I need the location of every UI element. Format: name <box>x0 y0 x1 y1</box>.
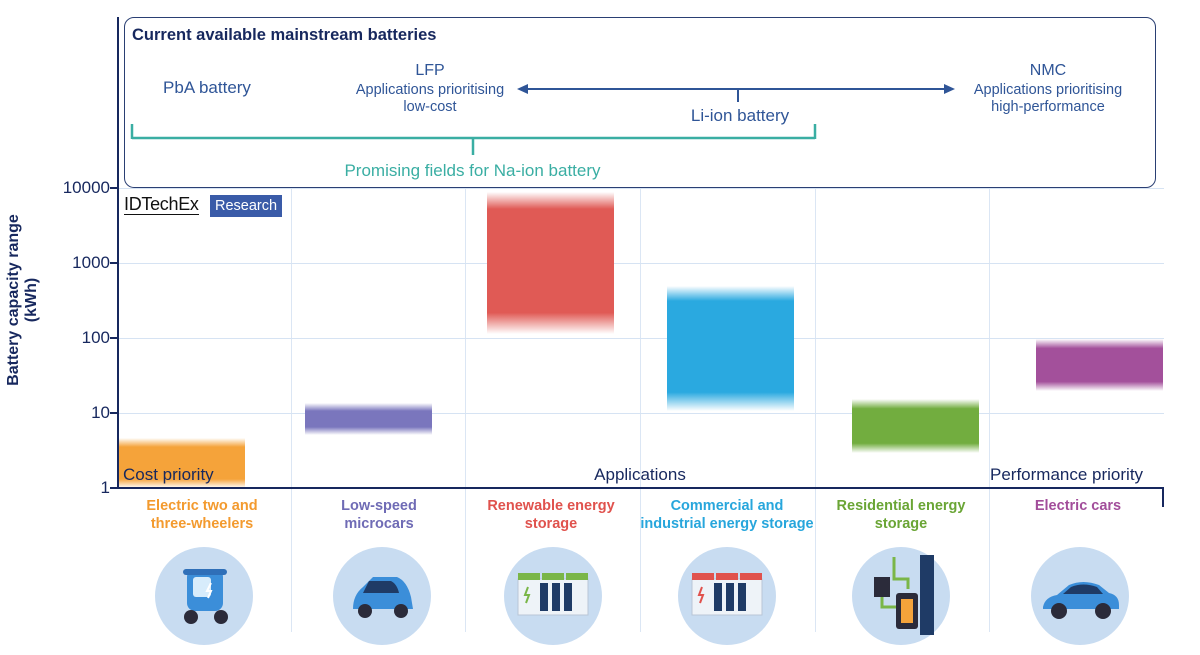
box-title: Current available mainstream batteries <box>132 26 437 44</box>
na-ion-bracket <box>130 124 817 155</box>
bar-residential-energy-storage <box>852 399 979 453</box>
double-arrow-icon <box>517 84 955 102</box>
nmc-sub1: Applications prioritising <box>973 82 1123 98</box>
nmc-label: NMC <box>1029 62 1067 79</box>
y-tick-label: 100 <box>81 328 110 347</box>
gridline <box>118 188 1164 189</box>
category-line: Electric cars <box>1034 498 1122 514</box>
category-residential-energy-storage: Residential energy storage <box>814 497 988 533</box>
gridline <box>118 338 1164 339</box>
y-tick <box>110 487 118 489</box>
y-tick <box>110 187 118 189</box>
microcar-icon <box>333 547 431 645</box>
y-axis <box>117 17 119 489</box>
column-divider <box>640 64 641 632</box>
category-line: microcars <box>344 516 414 532</box>
na-ion-label: Promising fields for Na-ion battery <box>344 161 601 180</box>
column-divider <box>989 64 990 632</box>
column-divider <box>291 64 292 632</box>
brand-logo: IDTechEx <box>124 194 199 215</box>
y-tick-label: 10 <box>91 403 110 422</box>
y-axis-label: Battery capacity range (kWh) <box>5 214 40 386</box>
category-line: storage <box>874 516 928 532</box>
commercial-storage-icon <box>678 547 776 645</box>
category-line: Commercial and <box>670 498 784 514</box>
residential-storage-icon <box>852 547 950 645</box>
three-wheeler-icon <box>155 547 253 645</box>
column-divider <box>465 64 466 632</box>
cost-priority-label: Cost priority <box>123 465 214 484</box>
nmc-sub2: high-performance <box>991 99 1105 115</box>
pba-label: PbA battery <box>163 78 251 97</box>
lfp-label: LFP <box>415 62 445 79</box>
y-tick <box>110 337 118 339</box>
category-electric-two-three-wheelers: Electric two and three-wheelers <box>115 497 289 533</box>
category-line: Renewable energy <box>487 498 615 514</box>
bar-commercial-industrial-storage <box>667 286 794 411</box>
renewable-storage-icon <box>504 547 602 645</box>
lfp-sub1: Applications prioritising <box>355 82 505 98</box>
category-line: Low-speed <box>341 498 417 514</box>
gridline <box>118 263 1164 264</box>
bar-low-speed-microcars <box>305 403 432 435</box>
bar-electric-cars <box>1036 339 1163 391</box>
x-axis-label: Applications <box>594 465 686 484</box>
electric-car-icon <box>1031 547 1129 645</box>
category-line: Residential energy <box>836 498 966 514</box>
y-tick <box>110 412 118 414</box>
category-line: Electric two and <box>146 498 258 514</box>
category-commercial-industrial-storage: Commercial and industrial energy storage <box>630 497 824 533</box>
x-axis-end-tick <box>1162 487 1164 507</box>
gridline <box>118 413 1164 414</box>
mainstream-batteries-box <box>124 17 1156 188</box>
lfp-sub2: low-cost <box>403 99 457 115</box>
category-line: storage <box>524 516 578 532</box>
y-tick-label: 1000 <box>72 253 110 272</box>
y-tick <box>110 262 118 264</box>
brand-research-badge: Research <box>210 195 282 217</box>
performance-priority-label: Performance priority <box>990 465 1144 484</box>
y-tick-label: 1 <box>100 478 110 497</box>
category-renewable-energy-storage: Renewable energy storage <box>464 497 638 533</box>
bar-electric-two-three-wheelers <box>118 438 245 488</box>
category-low-speed-microcars: Low-speed microcars <box>292 497 466 533</box>
bar-renewable-energy-storage <box>487 192 614 334</box>
category-line: three-wheelers <box>150 516 254 532</box>
y-tick-label: 10000 <box>62 178 110 197</box>
column-divider <box>815 64 816 632</box>
category-electric-cars: Electric cars <box>991 497 1165 515</box>
li-ion-label: Li-ion battery <box>690 106 790 125</box>
category-line: industrial energy storage <box>640 516 814 532</box>
x-axis <box>117 487 1164 489</box>
